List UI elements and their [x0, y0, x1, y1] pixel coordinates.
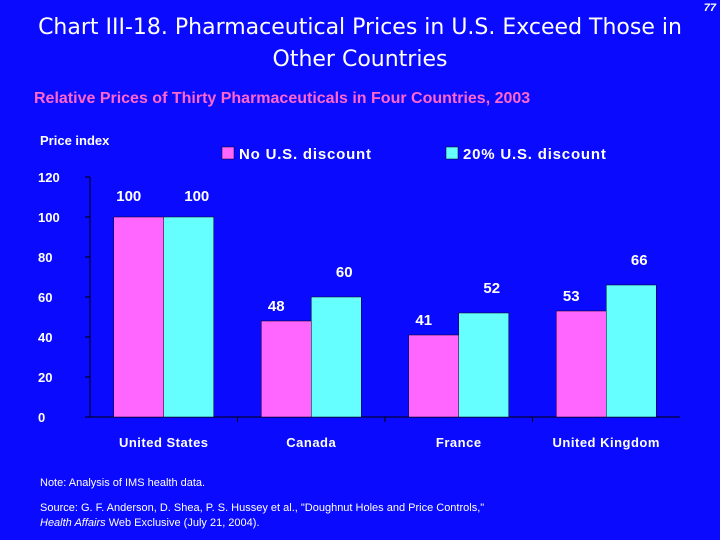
legend-label-1: No U.S. discount — [239, 146, 372, 163]
y-tick-label: 20 — [38, 370, 52, 385]
source-prefix: Source: G. F. Anderson, D. Shea, P. S. H… — [40, 502, 485, 514]
data-label: 100 — [184, 188, 209, 205]
x-tick-label: United Kingdom — [553, 435, 660, 450]
y-tick-label: 100 — [38, 210, 60, 225]
slide-title-line-2: Other Countries — [272, 47, 448, 72]
x-tick-label: Canada — [286, 435, 336, 450]
legend-swatch-1 — [221, 146, 235, 160]
bar-france-series-2 — [458, 312, 509, 418]
y-axis-label: Price index — [40, 133, 110, 148]
x-tick-label: France — [436, 435, 482, 450]
bar-united-states-series-2 — [163, 216, 214, 418]
y-tick-label: 120 — [38, 170, 60, 185]
data-label: 52 — [483, 280, 500, 297]
y-tick-label: 0 — [38, 410, 45, 425]
page-number: 77 — [703, 2, 716, 14]
source-journal: Health Affairs — [40, 517, 106, 529]
bar-canada-series-2 — [311, 296, 362, 418]
chart-title: Relative Prices of Thirty Pharmaceutical… — [34, 90, 531, 107]
bar-canada-series-1 — [261, 320, 312, 418]
bar-france-series-1 — [408, 334, 459, 418]
source-suffix: Web Exclusive (July 21, 2004). — [108, 517, 260, 529]
slide-title: Chart III-18. Pharmaceutical Prices in U… — [0, 12, 720, 76]
y-tick-label: 60 — [38, 290, 52, 305]
bar-united-states-series-1 — [113, 216, 164, 418]
source-text: Source: G. F. Anderson, D. Shea, P. S. H… — [40, 501, 500, 531]
y-tick-label: 40 — [38, 330, 52, 345]
legend-swatch-2 — [445, 146, 459, 160]
data-label: 66 — [631, 252, 648, 269]
legend-label-2: 20% U.S. discount — [463, 146, 607, 163]
data-label: 100 — [116, 188, 141, 205]
note-text: Note: Analysis of IMS health data. — [40, 477, 206, 489]
data-label: 53 — [563, 288, 580, 305]
data-label: 60 — [336, 264, 353, 281]
bar-united-kingdom-series-1 — [556, 310, 607, 418]
bar-united-kingdom-series-2 — [606, 284, 657, 418]
x-tick-label: United States — [119, 435, 209, 450]
data-label: 41 — [415, 312, 432, 329]
data-label: 48 — [268, 298, 285, 315]
y-tick-label: 80 — [38, 250, 52, 265]
slide-title-line-1: Chart III-18. Pharmaceutical Prices in U… — [38, 15, 682, 40]
